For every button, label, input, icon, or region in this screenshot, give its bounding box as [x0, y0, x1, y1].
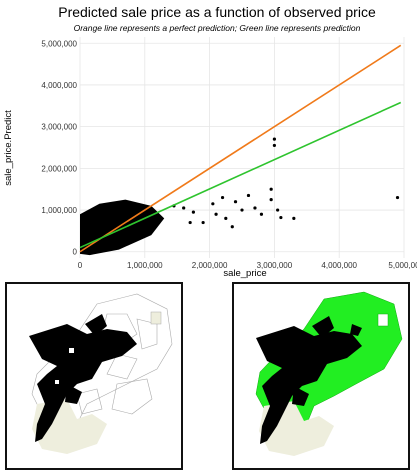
data-point: [395, 195, 400, 200]
y-tick-label: 0: [73, 248, 78, 257]
data-point: [211, 202, 215, 206]
prediction-line: [79, 101, 402, 249]
data-point: [259, 212, 264, 216]
y-tick-label: 1,000,000: [41, 206, 77, 215]
y-axis-label: sale_price.Predict: [3, 110, 14, 186]
park-area: [377, 313, 389, 327]
x-tick-label: 1,000,000: [127, 261, 163, 270]
x-tick-label: 2,000,000: [192, 261, 228, 270]
data-point: [276, 208, 280, 212]
data-point: [292, 216, 296, 220]
gap-tract: [69, 348, 74, 353]
data-point: [214, 212, 218, 216]
data-point: [201, 220, 205, 225]
right-map-panel: [232, 282, 410, 470]
y-tick-label: 3,000,000: [41, 123, 77, 132]
data-point: [269, 187, 273, 191]
data-point: [279, 215, 283, 220]
y-tick-label: 5,000,000: [41, 39, 77, 48]
highlighted-tracts: [256, 326, 362, 444]
park-area: [150, 311, 162, 325]
left-map: [29, 293, 173, 454]
dense-point-cluster: [80, 199, 165, 256]
data-point: [182, 206, 186, 210]
y-tick-label: 4,000,000: [41, 81, 77, 90]
chart-title: Predicted sale price as a function of ob…: [58, 4, 376, 20]
data-point: [191, 210, 195, 214]
highlighted-tracts-upper: [65, 314, 107, 404]
gap-tract: [55, 380, 59, 384]
x-tick-label: 0: [78, 261, 83, 270]
x-axis-label: sale_price: [223, 268, 266, 279]
highlighted-tracts: [29, 324, 137, 442]
data-point: [224, 216, 228, 220]
data-point: [188, 220, 192, 225]
x-tick-label: 4,000,000: [321, 261, 357, 270]
right-map: [255, 291, 403, 456]
data-point: [269, 198, 273, 202]
point-cluster: [80, 199, 165, 256]
data-point: [272, 137, 276, 141]
highlighted-tracts-upper: [292, 316, 362, 406]
y-tick-label: 2,000,000: [41, 164, 77, 173]
data-point: [246, 193, 251, 198]
data-point: [272, 143, 276, 148]
x-tick-label: 3,000,000: [257, 261, 293, 270]
chart-subtitle: Orange line represents a perfect predict…: [74, 23, 361, 33]
x-axis-ticks: 0 1,000,000 2,000,000 3,000,000 4,000,000 5,0…: [78, 261, 417, 270]
scatter-chart: Predicted sale price as a function of ob…: [3, 4, 417, 279]
data-point: [233, 200, 238, 204]
y-axis-ticks: 0 1,000,000 2,000,000 3,000,000 4,000,000 5,0…: [41, 39, 77, 256]
data-point: [240, 208, 244, 212]
perfect-prediction-line: [79, 44, 402, 253]
data-point: [220, 195, 225, 200]
data-point: [230, 225, 234, 229]
data-point: [253, 206, 257, 210]
x-tick-label: 5,000,00: [388, 261, 417, 270]
regression-lines: [79, 44, 402, 253]
left-map-panel: [5, 282, 183, 470]
